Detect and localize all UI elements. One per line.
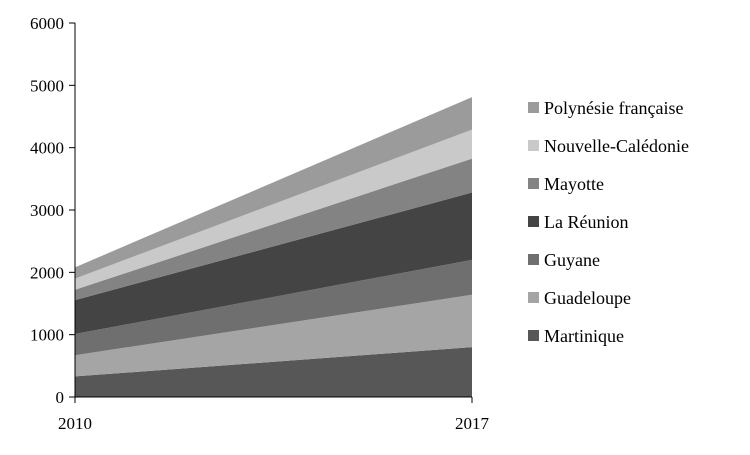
area-martinique	[75, 347, 472, 397]
y-tick-label: 1000	[30, 326, 64, 345]
area-polynesie-francaise	[75, 97, 472, 279]
legend-item-mayotte: Mayotte	[528, 174, 604, 194]
y-tick-label: 5000	[30, 76, 64, 95]
legend-label: La Réunion	[544, 212, 628, 232]
area-guyane	[75, 259, 472, 356]
legend-item-nouvelle-caledonie: Nouvelle-Calédonie	[528, 136, 689, 156]
legend-swatch	[528, 330, 539, 341]
legend-label: Nouvelle-Calédonie	[544, 136, 689, 156]
legend: Polynésie française Nouvelle-Calédonie May…	[528, 98, 689, 346]
legend-item-polynesie-francaise: Polynésie française	[528, 98, 683, 118]
legend-swatch	[528, 102, 539, 113]
y-tick-label: 2000	[30, 263, 64, 282]
legend-item-martinique: Martinique	[528, 326, 624, 346]
y-tick-label: 6000	[30, 14, 64, 33]
legend-item-guyane: Guyane	[528, 250, 600, 270]
legend-label: Martinique	[544, 326, 624, 346]
area-guadeloupe	[75, 294, 472, 377]
area-mayotte	[75, 158, 472, 301]
axes: 0 1000 2000 3000 4000 5000 6000 2010 2017	[30, 14, 490, 433]
y-tick-label: 3000	[30, 201, 64, 220]
legend-label: Guadeloupe	[544, 288, 631, 308]
legend-swatch	[528, 216, 539, 227]
legend-label: Polynésie française	[544, 98, 683, 118]
legend-swatch	[528, 178, 539, 189]
area-series-group	[75, 97, 472, 397]
area-nouvelle-caledonie	[75, 129, 472, 290]
legend-swatch	[528, 292, 539, 303]
legend-label: Mayotte	[544, 174, 604, 194]
legend-item-la-reunion: La Réunion	[528, 212, 628, 232]
y-tick-label: 4000	[30, 139, 64, 158]
legend-swatch	[528, 254, 539, 265]
y-tick-label: 0	[56, 388, 65, 407]
x-tick-label: 2017	[455, 414, 490, 433]
legend-label: Guyane	[544, 250, 600, 270]
legend-item-guadeloupe: Guadeloupe	[528, 288, 631, 308]
legend-swatch	[528, 140, 539, 151]
area-la-reunion	[75, 192, 472, 335]
x-tick-label: 2010	[58, 414, 92, 433]
